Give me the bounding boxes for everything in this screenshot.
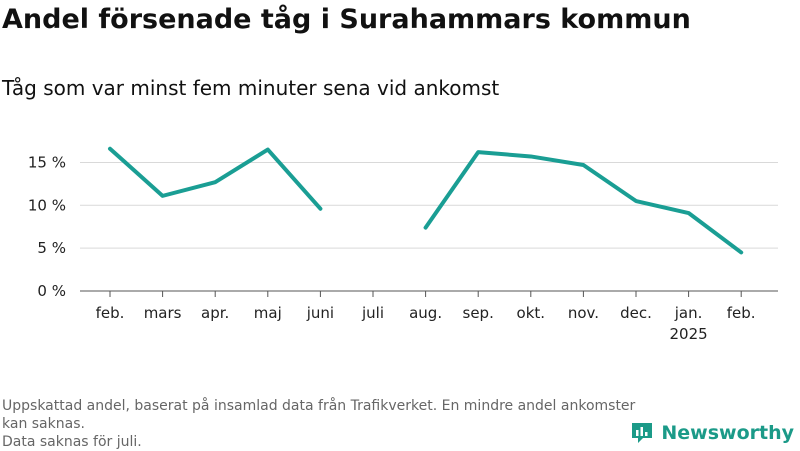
x-tick-label: nov. xyxy=(568,304,599,322)
x-tick-label: sep. xyxy=(463,304,494,322)
footnote-source: Uppskattad andel, baserat på insamlad da… xyxy=(2,398,636,432)
x-tick-label: juli xyxy=(361,304,384,322)
x-tick-label: dec. xyxy=(620,304,652,322)
y-tick-label: 10 % xyxy=(28,196,66,214)
x-tick-label: aug. xyxy=(409,304,442,322)
x-tick-year-label: 2025 xyxy=(670,325,708,343)
series-line-segment xyxy=(108,146,323,211)
y-tick-label: 5 % xyxy=(37,239,66,257)
brand-logo-block: Newsworthy xyxy=(629,420,794,446)
newsworthy-logo-icon xyxy=(632,423,653,443)
x-tick-label: mars xyxy=(144,304,182,322)
x-tick-label: maj xyxy=(254,304,282,322)
x-tick-label: okt. xyxy=(517,304,546,322)
x-tick-label: juni xyxy=(306,304,334,322)
x-tick-label: feb. xyxy=(96,304,125,322)
footnote: Uppskattad andel, baserat på insamlad da… xyxy=(2,397,642,451)
brand-name: Newsworthy xyxy=(661,422,794,444)
footnote-missing-data: Data saknas för juli. xyxy=(2,434,142,450)
chart-title: Andel försenade tåg i Surahammars kommun xyxy=(2,4,691,35)
y-tick-label: 15 % xyxy=(28,153,66,171)
chart-subtitle: Tåg som var minst fem minuter sena vid a… xyxy=(2,76,500,100)
line-chart: feb. mars apr. maj juni juli aug. sep. okt. nov. d… xyxy=(28,146,778,343)
x-tick-label: apr. xyxy=(201,304,229,322)
series-line-segment xyxy=(423,150,744,255)
y-tick-label: 0 % xyxy=(37,282,66,300)
x-tick-label: jan. xyxy=(674,304,703,322)
x-tick-label: feb. xyxy=(727,304,756,322)
